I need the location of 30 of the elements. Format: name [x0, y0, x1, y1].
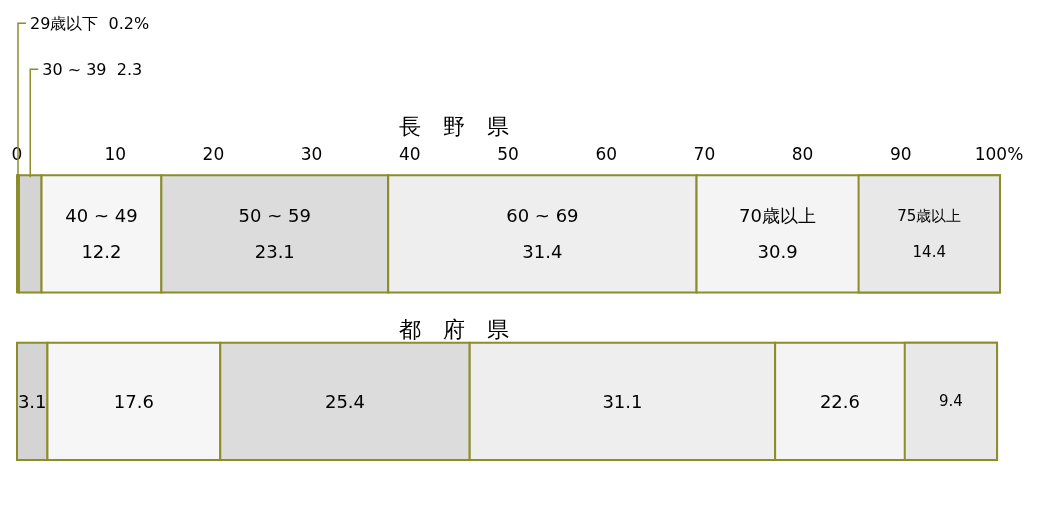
data-label: 22.6 [819, 390, 860, 412]
data-label: 14.4 [912, 242, 946, 261]
data-label: 3.1 [17, 390, 47, 412]
x-tick-label: 10 [104, 143, 127, 164]
x-tick-label: 20 [202, 143, 225, 164]
data-label: 31.1 [602, 390, 643, 412]
series-label: 50 ~ 59 [238, 205, 311, 227]
x-tick-label: 30 [300, 143, 323, 164]
x-tick-label: 60 [595, 143, 618, 164]
series-label: 75歳以上 [897, 206, 962, 225]
y-tick-label: 都 府 県 [398, 316, 509, 342]
data-label: 30.9 [757, 241, 798, 263]
y-tick-label: 長 野 県 [398, 114, 509, 140]
data-label: 9.4 [938, 392, 963, 411]
data-label: 23.1 [254, 241, 295, 263]
text: 29歳以下 0.2% [29, 13, 150, 33]
data-label: 17.6 [113, 390, 154, 412]
data-label: 12.2 [81, 241, 122, 263]
x-tick-label: 100% [974, 143, 1024, 164]
text: 30 ~ 39 2.3 [42, 59, 143, 79]
x-tick-label: 40 [398, 143, 421, 164]
x-tick-label: 70 [693, 143, 716, 164]
x-tick-label: 50 [497, 143, 519, 164]
data-label: 25.4 [324, 390, 366, 412]
data-label: 31.4 [522, 241, 563, 263]
series-label: 70歳以上 [739, 205, 817, 227]
x-tick-label: 90 [890, 143, 912, 164]
x-tick-label: 80 [791, 143, 814, 164]
series-label: 60 ~ 69 [506, 205, 579, 227]
series-label: 40 ~ 49 [65, 205, 138, 227]
